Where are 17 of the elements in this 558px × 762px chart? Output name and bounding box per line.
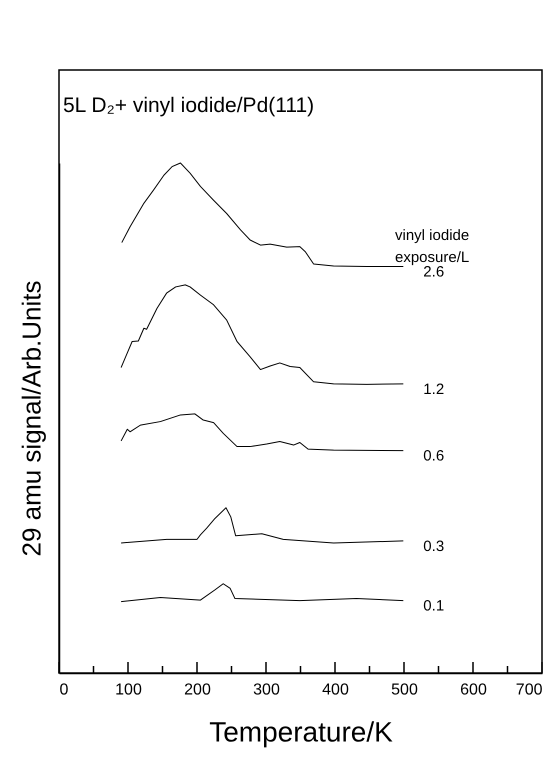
series-label: 0.6: [423, 448, 444, 465]
x-tick-label: 0: [60, 682, 68, 698]
y-axis-title: 29 amu signal/Arb.Units: [16, 280, 46, 557]
chart-title: 5L D₂+ vinyl iodide/Pd(111): [63, 94, 314, 117]
x-tick-label: 200: [184, 682, 211, 698]
x-tick-label: 700: [516, 682, 543, 698]
x-tick-label: 100: [115, 682, 142, 698]
x-tick-label: 300: [253, 682, 280, 698]
series-label: 1.2: [423, 380, 444, 398]
series-label: 2.6: [423, 264, 444, 281]
x-tick-label: 600: [460, 682, 487, 698]
series-label: 0.1: [423, 598, 444, 615]
series-label: 0.3: [423, 538, 444, 555]
x-axis-title: Temperature/K: [209, 716, 394, 748]
x-tick-label: 400: [322, 682, 349, 698]
annotation: vinyl iodide exposure/L: [395, 227, 470, 266]
x-tick-label: 500: [391, 682, 418, 698]
